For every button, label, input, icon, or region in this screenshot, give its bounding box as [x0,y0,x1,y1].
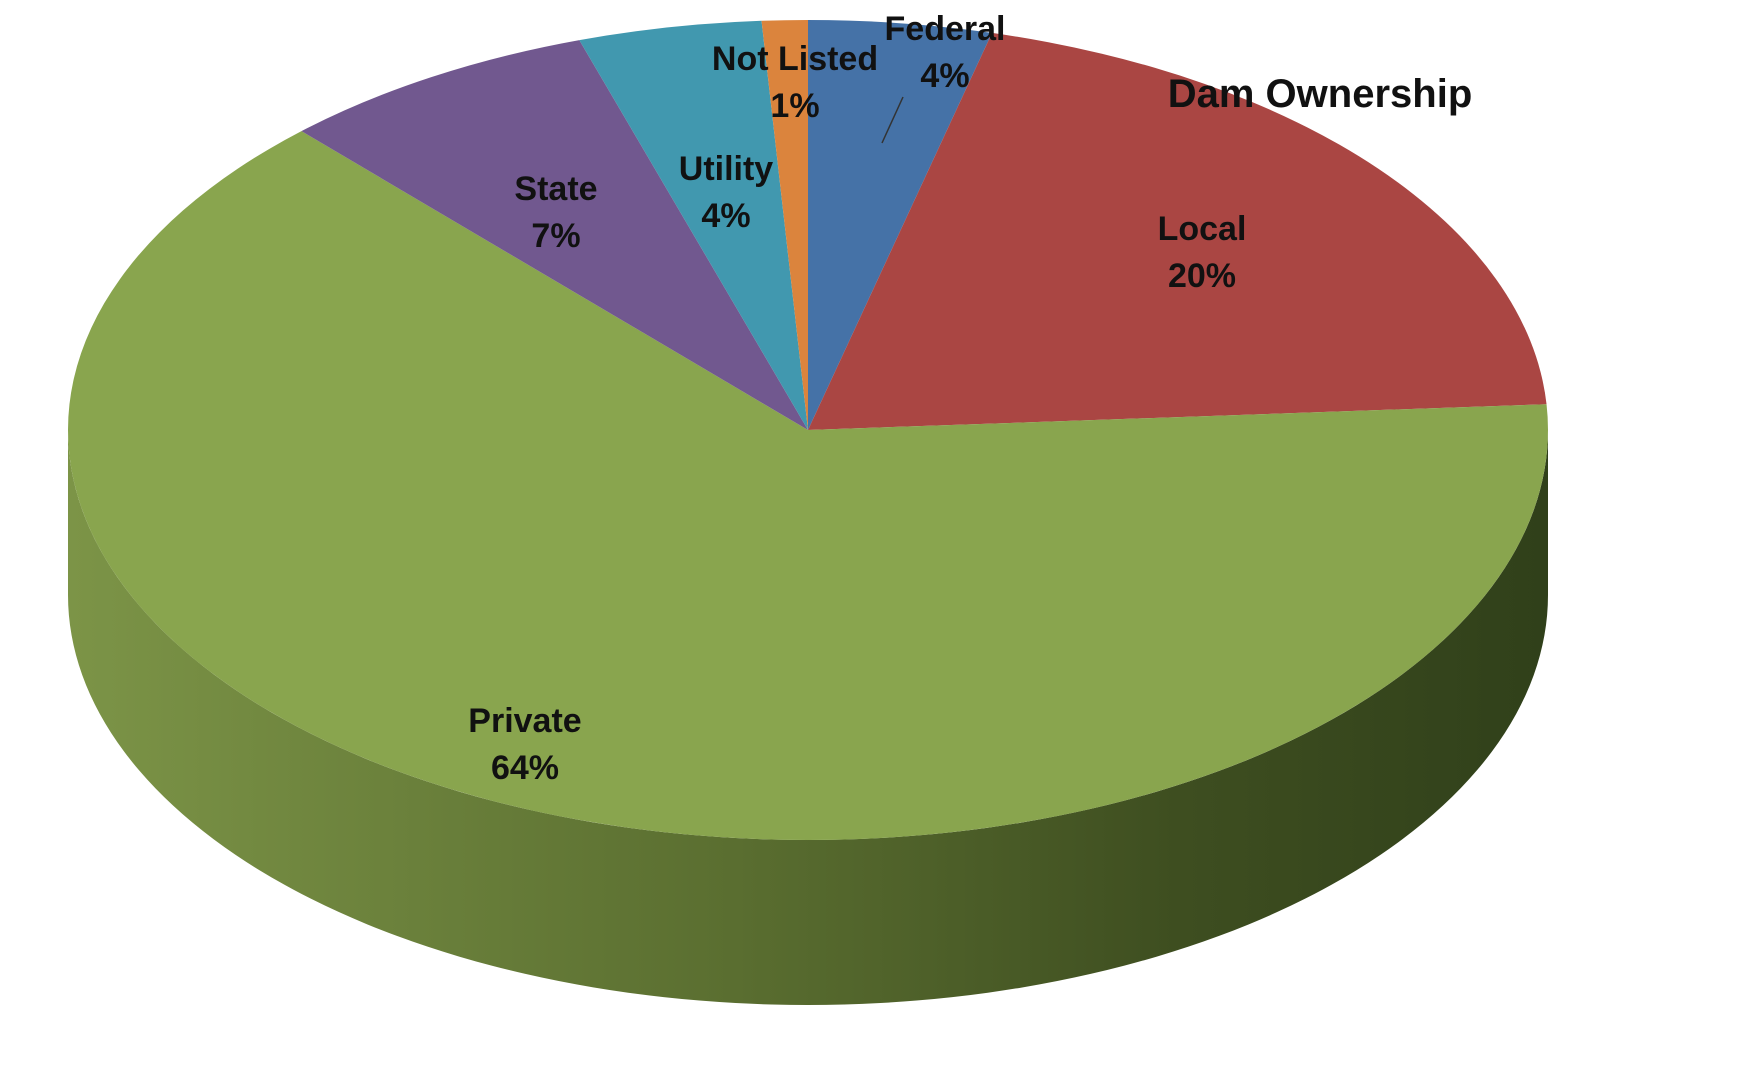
label-state-value: 7% [531,217,580,255]
federal-leader-line [881,96,904,144]
slice-private [67,131,1548,840]
label-local-name: Local [1158,210,1247,248]
slice-not-listed [761,20,808,430]
label-local: Local 20% [1158,210,1247,295]
slice-state [301,40,808,430]
label-utility-name: Utility [679,150,774,188]
slice-utility [579,20,808,430]
label-private: Private 64% [468,702,581,787]
label-not-listed-name: Not Listed [712,40,878,78]
label-utility-value: 4% [701,197,750,235]
slice-local [808,32,1547,430]
label-federal-value: 4% [920,57,969,95]
slice-federal [808,20,993,430]
pie-side-wall [68,430,1548,1005]
label-local-value: 20% [1168,257,1236,295]
label-private-value: 64% [491,749,559,787]
label-state-name: State [514,170,597,208]
slice-labels: Federal 4% Local 20% Private 64% State 7% Utilit… [468,10,1246,787]
chart-title: Dam Ownership [1168,72,1473,116]
label-federal-name: Federal [885,10,1006,48]
label-private-name: Private [468,702,581,740]
label-state: State 7% [514,170,597,255]
label-not-listed: Not Listed 1% [712,40,878,125]
label-not-listed-value: 1% [770,87,819,125]
pie-slices [67,20,1548,840]
label-utility: Utility 4% [679,150,774,235]
label-federal: Federal 4% [885,10,1006,95]
